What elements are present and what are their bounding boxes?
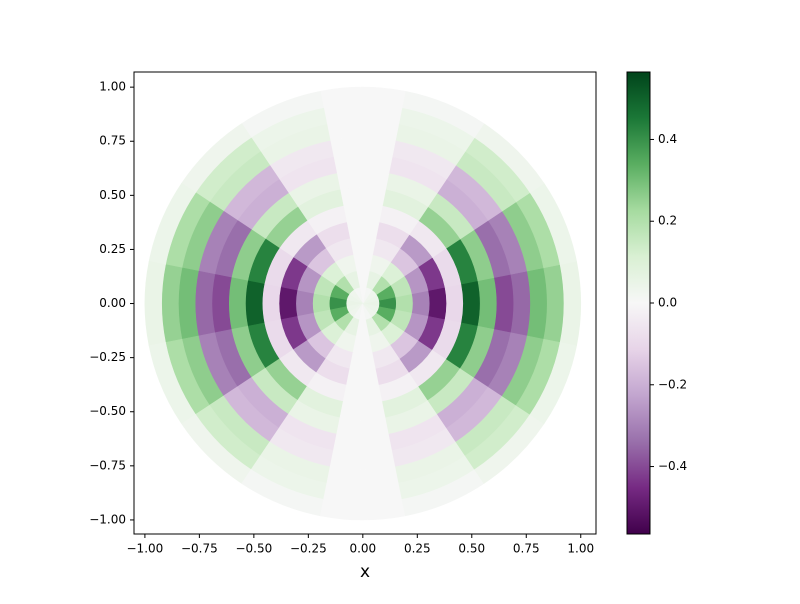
sector xyxy=(342,384,383,404)
y-tick-label: −0.50 xyxy=(89,404,126,418)
x-tick-label: 0.50 xyxy=(458,542,485,556)
sector xyxy=(228,277,249,330)
sector xyxy=(346,368,380,388)
y-tick-label: 0.75 xyxy=(99,134,126,148)
colorbar-tick-label: 0.0 xyxy=(658,296,677,310)
sector xyxy=(262,283,281,324)
sector xyxy=(510,270,531,337)
x-tick-label: −0.75 xyxy=(181,542,218,556)
colorbar-tick-label: −0.2 xyxy=(658,377,687,391)
plot-area xyxy=(144,86,581,521)
y-tick-label: 0.00 xyxy=(99,296,126,310)
sector xyxy=(339,401,387,421)
x-tick-label: −1.00 xyxy=(127,542,164,556)
x-tick-label: 0.25 xyxy=(404,542,431,556)
sector xyxy=(346,220,380,239)
x-tick-label: −0.25 xyxy=(290,542,327,556)
sector xyxy=(461,280,481,327)
sector xyxy=(333,433,393,454)
sector xyxy=(411,290,431,317)
y-tick-label: −0.25 xyxy=(89,350,126,364)
sector xyxy=(493,273,514,334)
colorbar-tick-label: −0.4 xyxy=(658,459,687,473)
x-tick-label: 0.00 xyxy=(349,542,376,556)
sector xyxy=(329,136,396,157)
sector xyxy=(428,286,447,321)
colorbar xyxy=(626,71,651,535)
sector xyxy=(178,267,199,340)
axes-frame xyxy=(133,71,597,535)
sector xyxy=(295,290,314,317)
y-tick-label: 0.50 xyxy=(99,188,126,202)
sector xyxy=(342,203,383,223)
x-axis-label: x xyxy=(360,562,370,582)
sector xyxy=(245,280,265,327)
x-tick-label: 0.75 xyxy=(513,542,540,556)
sector xyxy=(336,417,390,438)
y-tick-label: −0.75 xyxy=(89,458,126,472)
x-tick-label: −0.50 xyxy=(235,542,272,556)
sector xyxy=(326,120,400,141)
sector xyxy=(211,273,232,334)
colorbar-tick-label: 0.2 xyxy=(658,214,677,228)
sector xyxy=(477,277,498,330)
sector xyxy=(444,283,464,324)
sector xyxy=(349,236,377,255)
sector xyxy=(278,286,298,321)
sector xyxy=(326,466,400,487)
sector xyxy=(329,450,396,471)
y-tick-label: −1.00 xyxy=(89,512,126,526)
sector xyxy=(339,186,387,206)
sector xyxy=(526,267,548,340)
y-tick-label: 0.25 xyxy=(99,242,126,256)
sector xyxy=(336,170,390,190)
colorbar-tick-label: 0.4 xyxy=(658,132,677,146)
x-tick-label: 1.00 xyxy=(567,542,594,556)
sector xyxy=(194,270,216,337)
sector xyxy=(529,342,577,425)
sector xyxy=(349,352,377,371)
sector xyxy=(333,153,393,174)
y-tick-label: 1.00 xyxy=(99,80,126,94)
